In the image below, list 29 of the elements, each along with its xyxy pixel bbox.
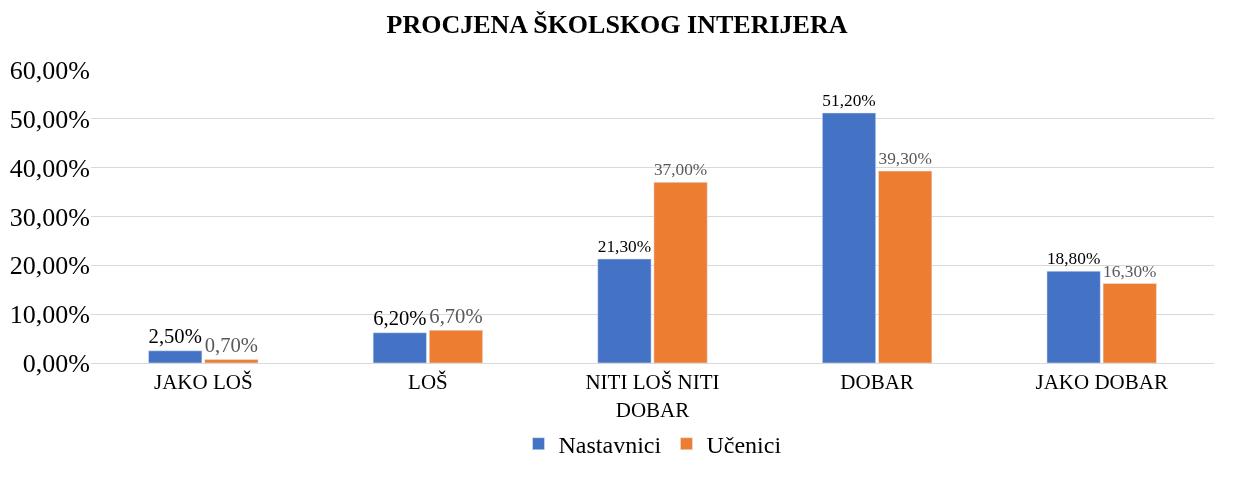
bar bbox=[372, 332, 427, 363]
data-label: 6,70% bbox=[429, 304, 483, 327]
x-tick-label: LOŠ bbox=[408, 370, 448, 395]
bar bbox=[878, 170, 933, 363]
y-tick-label: 40,00% bbox=[9, 153, 90, 183]
data-label: 39,30% bbox=[878, 149, 932, 169]
data-label: 21,30% bbox=[597, 237, 652, 257]
data-label: 18,80% bbox=[1046, 249, 1101, 269]
chart-title: PROCJENA ŠKOLSKOG INTERIJERA bbox=[386, 9, 848, 39]
data-label: 6,20% bbox=[373, 307, 427, 330]
y-tick-label: 30,00% bbox=[9, 202, 90, 232]
y-tick-label: 50,00% bbox=[9, 104, 90, 134]
y-tick-label: 10,00% bbox=[9, 300, 90, 330]
data-label: 37,00% bbox=[653, 160, 708, 180]
x-tick-label: JAKO LOŠ bbox=[154, 370, 253, 395]
y-tick-label: 60,00% bbox=[9, 56, 90, 86]
y-tick-label: 20,00% bbox=[9, 251, 90, 281]
x-tick-label: DOBAR bbox=[840, 370, 914, 395]
x-tick-label: JAKO DOBAR bbox=[1035, 370, 1168, 395]
bar bbox=[429, 330, 483, 363]
data-label: 2,50% bbox=[148, 325, 202, 348]
y-tick-label: 0,00% bbox=[22, 349, 90, 379]
data-label: 51,20% bbox=[822, 91, 876, 111]
data-label: 16,30% bbox=[1103, 261, 1157, 281]
legend-label: Nastavnici bbox=[558, 432, 662, 459]
data-label: 0,70% bbox=[204, 333, 259, 356]
x-tick-label: NITI LOŠ NITI DOBAR bbox=[585, 370, 720, 422]
legend-label: Učenici bbox=[706, 432, 782, 459]
bar bbox=[822, 112, 876, 363]
